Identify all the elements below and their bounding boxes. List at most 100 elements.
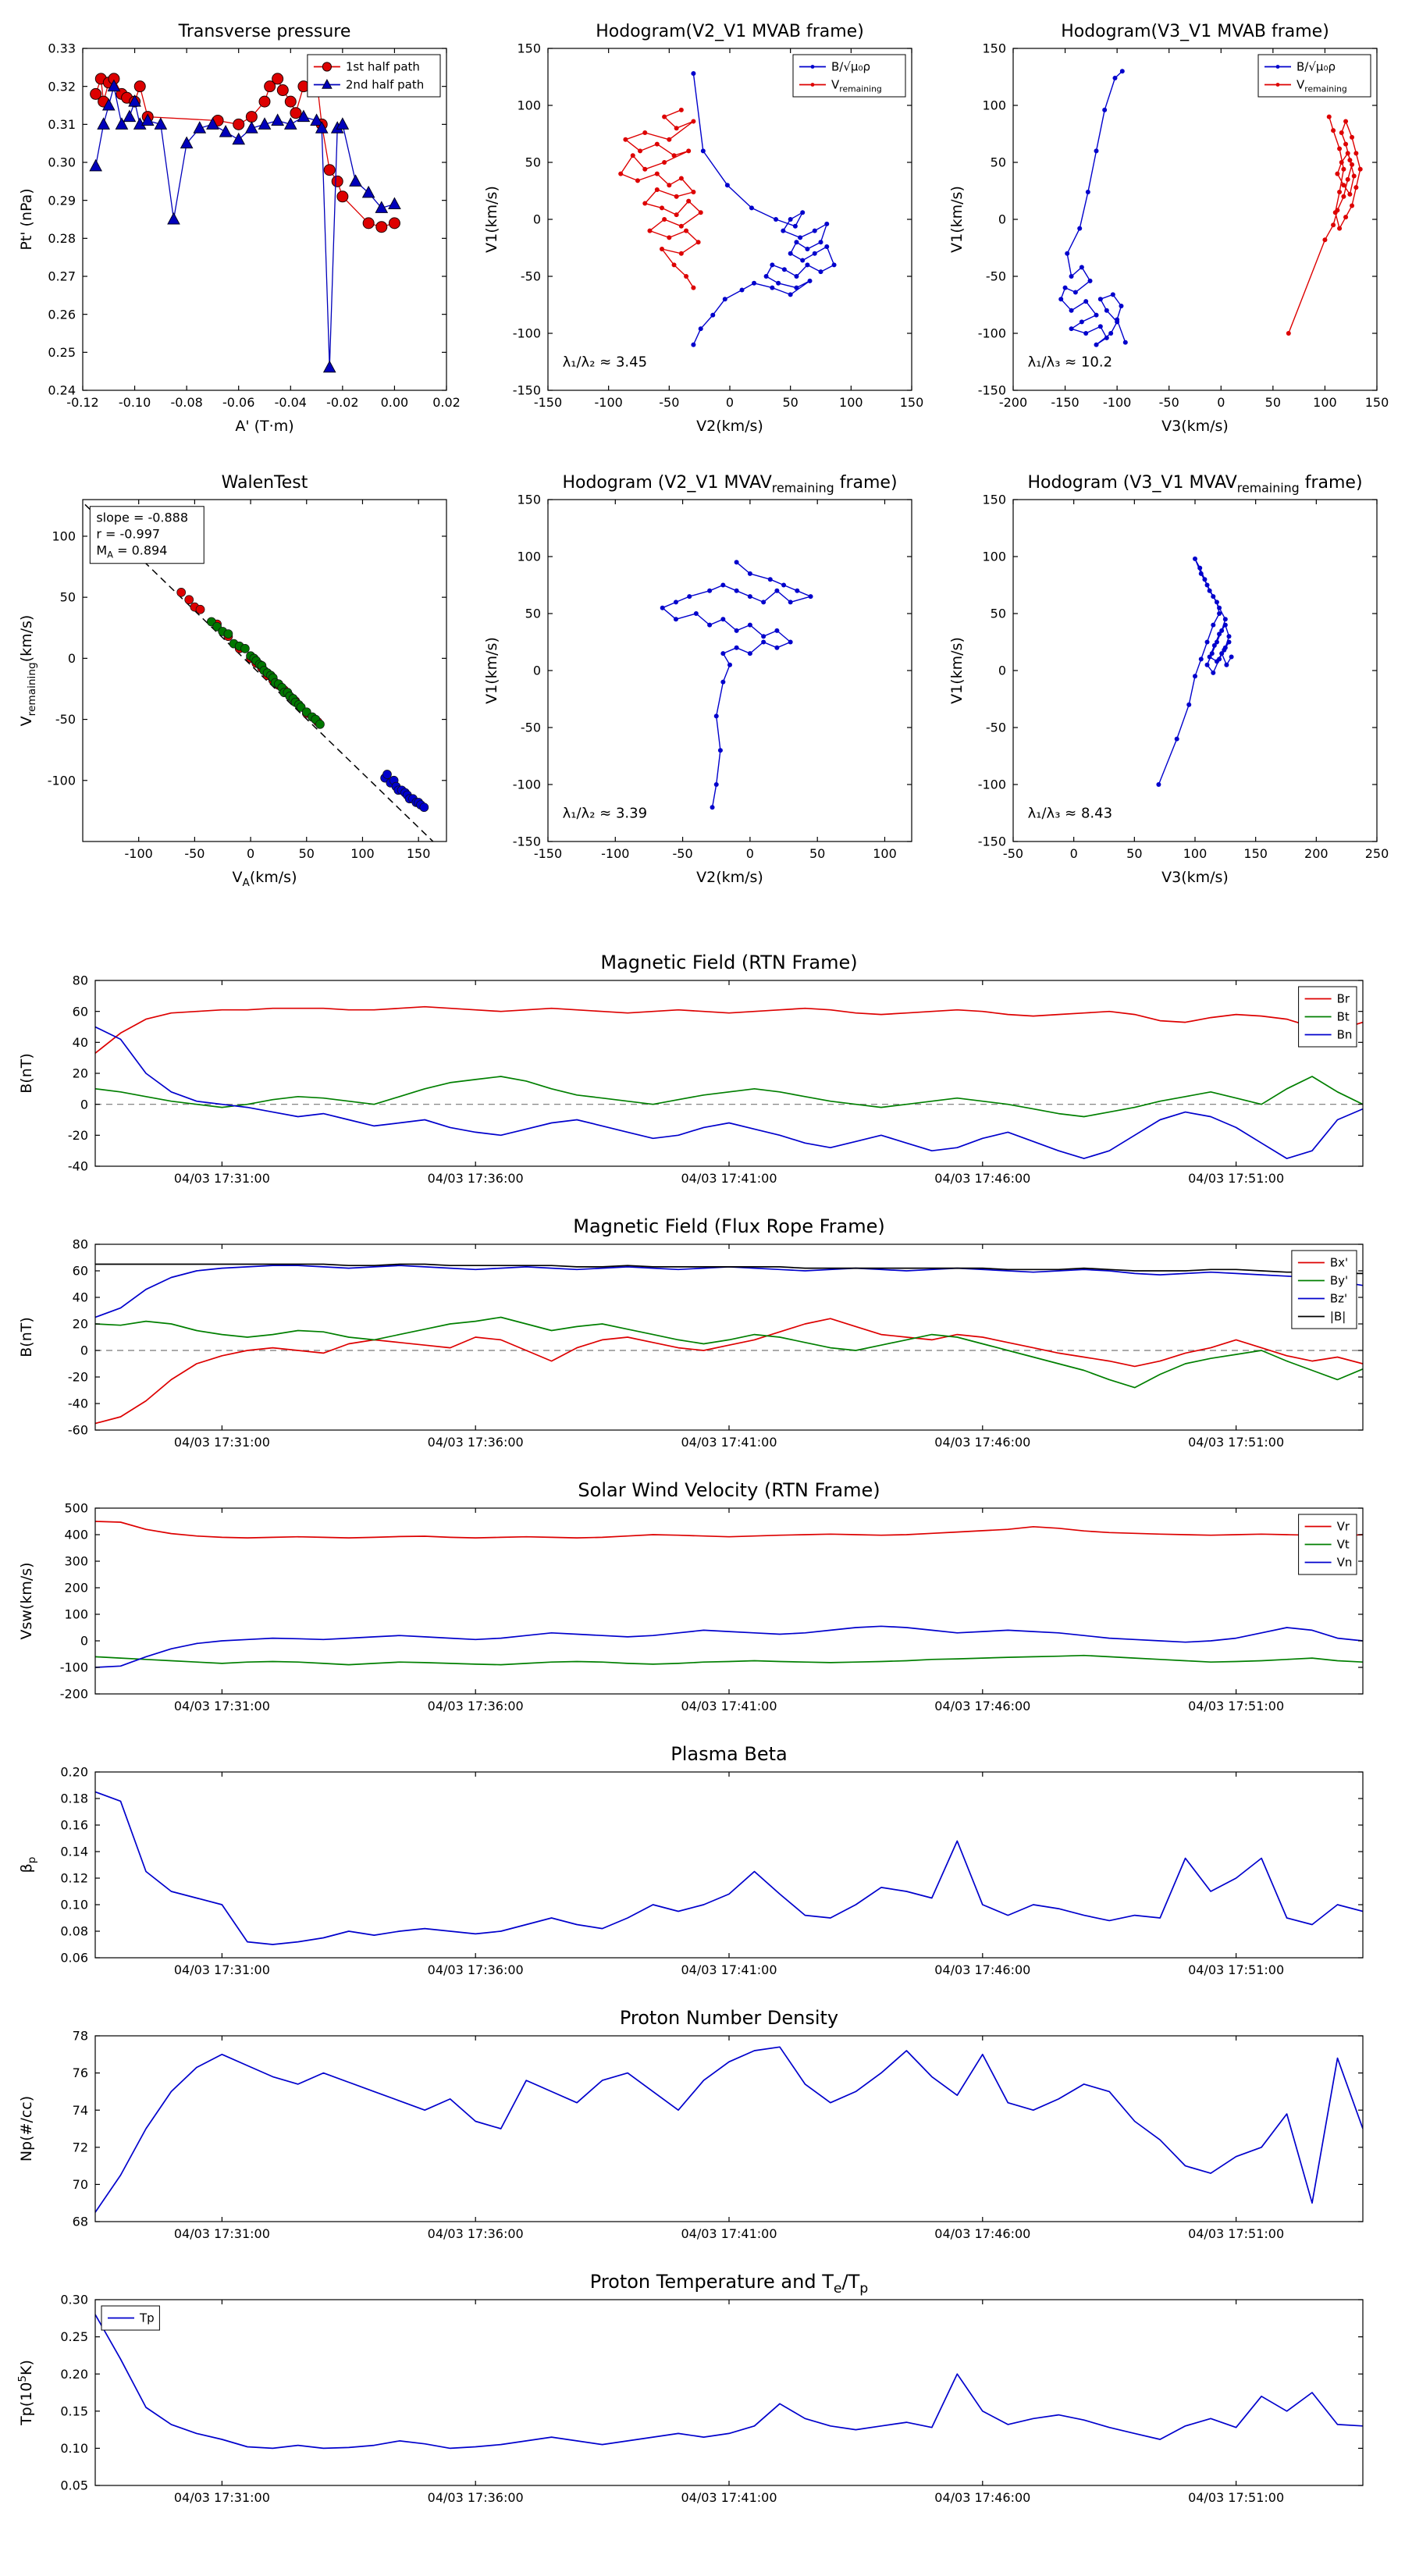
svg-text:-100: -100 [125,846,153,861]
svg-text:0.28: 0.28 [48,231,76,246]
chart-proton-number-density: 04/03 17:31:00 04/03 17:36:00 04/03 17:41:… [18,2007,1364,2241]
svg-text:04/03 17:51:00: 04/03 17:51:00 [1188,1699,1284,1713]
svg-text:0: 0 [1070,846,1078,861]
svg-text:100: 100 [517,550,541,564]
chart-hodogram-v3v1-mvab: -200 -150 -100 -50 0 50 100 150-150-100-5005010… [948,22,1389,435]
svg-text:150: 150 [407,846,431,861]
svg-text:50: 50 [525,155,541,170]
svg-text:150: 150 [982,41,1006,56]
svg-text:Pt' (nPa): Pt' (nPa) [18,188,35,250]
svg-text:40: 40 [73,1035,88,1050]
svg-text:λ₁/λ₂ ≈ 3.39: λ₁/λ₂ ≈ 3.39 [563,805,647,821]
svg-text:Tp(105K): Tp(105K) [16,2360,35,2426]
svg-text:-50: -50 [55,712,76,727]
svg-text:0.25: 0.25 [48,345,76,360]
svg-text:A' (T·m): A' (T·m) [235,418,293,435]
svg-text:-150: -150 [513,834,541,849]
svg-text:04/03 17:31:00: 04/03 17:31:00 [174,1699,270,1713]
svg-text:Np(#/cc): Np(#/cc) [18,2096,35,2161]
svg-text:λ₁/λ₂ ≈ 3.45: λ₁/λ₂ ≈ 3.45 [563,354,647,370]
svg-text:80: 80 [73,1237,88,1252]
svg-text:0.12: 0.12 [60,1871,88,1886]
svg-text:0.32: 0.32 [48,79,76,94]
svg-text:150: 150 [982,493,1006,507]
svg-text:Bn: Bn [1337,1028,1353,1042]
chart-proton-temperature: 04/03 17:31:00 04/03 17:36:00 04/03 17:41:… [16,2271,1364,2505]
svg-text:-150: -150 [978,834,1006,849]
svg-text:slope = -0.888: slope = -0.888 [96,510,188,525]
svg-text:B(nT): B(nT) [18,1317,35,1357]
svg-text:50: 50 [299,846,315,861]
svg-text:100: 100 [873,846,897,861]
time-series-stack: 04/03 17:31:00 04/03 17:36:00 04/03 17:41:… [0,948,1405,2524]
svg-text:72: 72 [73,2140,88,2154]
svg-text:-100: -100 [1103,395,1131,410]
svg-text:100: 100 [1313,395,1337,410]
svg-text:-0.10: -0.10 [119,395,151,410]
svg-text:20: 20 [73,1066,88,1081]
svg-text:Plasma Beta: Plasma Beta [670,1743,787,1765]
svg-text:150: 150 [517,41,541,56]
svg-text:B/√μ₀ρ: B/√μ₀ρ [1297,60,1336,74]
svg-text:0.20: 0.20 [60,2367,88,2382]
svg-text:Vremaining(km/s): Vremaining(km/s) [18,615,38,727]
chart-hodogram-v2v1-mvab: -150 -100 -50 0 50 100 150 -150 -100 -50 0 50 100 150… [483,22,924,435]
svg-text:100: 100 [517,98,541,113]
svg-text:0: 0 [80,1634,88,1649]
svg-text:Bz': Bz' [1330,1292,1347,1306]
svg-text:150: 150 [517,493,541,507]
svg-text:-100: -100 [601,846,629,861]
svg-text:100: 100 [982,550,1006,564]
top-panel-row-2: -100 -50 0 50 100 150 -100 -50 0 50 100 WalenTest VA… [0,462,1405,891]
svg-text:50: 50 [1126,846,1142,861]
svg-text:04/03 17:31:00: 04/03 17:31:00 [174,2490,270,2505]
svg-text:V1(km/s): V1(km/s) [948,637,966,704]
svg-text:0.20: 0.20 [60,1765,88,1780]
svg-text:100: 100 [52,529,76,544]
svg-text:40: 40 [73,1290,88,1305]
svg-text:04/03 17:36:00: 04/03 17:36:00 [428,1699,524,1713]
svg-text:0.16: 0.16 [60,1818,88,1833]
svg-text:150: 150 [900,395,924,410]
svg-text:-100: -100 [978,777,1006,792]
svg-text:0.27: 0.27 [48,269,76,284]
svg-text:04/03 17:46:00: 04/03 17:46:00 [934,2490,1030,2505]
svg-text:B(nT): B(nT) [18,1053,35,1094]
svg-text:78: 78 [73,2029,88,2044]
svg-text:1st half path: 1st half path [346,60,420,74]
svg-text:Vremaining: Vremaining [1297,78,1347,94]
svg-text:r = -0.997: r = -0.997 [96,526,160,541]
svg-text:04/03 17:36:00: 04/03 17:36:00 [428,2226,524,2241]
svg-text:Vsw(km/s): Vsw(km/s) [18,1562,35,1639]
svg-text:04/03 17:46:00: 04/03 17:46:00 [934,2226,1030,2241]
svg-text:500: 500 [64,1501,88,1516]
svg-text:-150: -150 [534,846,562,861]
svg-text:-100: -100 [513,326,541,341]
svg-text:68: 68 [73,2215,88,2229]
svg-text:Hodogram (V3_V1 MVAVremaining: Hodogram (V3_V1 MVAVremaining frame) [1027,473,1362,496]
svg-text:-50: -50 [659,395,679,410]
svg-text:V1(km/s): V1(km/s) [483,637,500,704]
svg-text:Vr: Vr [1337,1520,1350,1534]
svg-text:-100: -100 [978,326,1006,341]
svg-text:0: 0 [998,212,1006,227]
svg-text:Magnetic Field (Flux Rope Fram: Magnetic Field (Flux Rope Frame) [573,1215,884,1237]
svg-text:VA(km/s): VA(km/s) [233,869,297,889]
svg-text:B/√μ₀ρ: B/√μ₀ρ [831,60,870,74]
chart-walen-test: -100 -50 0 50 100 150 -100 -50 0 50 100 WalenTest VA… [18,473,447,889]
svg-text:Vremaining: Vremaining [831,78,882,94]
svg-text:100: 100 [1183,846,1208,861]
svg-text:60: 60 [73,1004,88,1019]
chart-plasma-beta: 04/03 17:31:00 04/03 17:36:00 04/03 17:41:… [18,1743,1364,1977]
svg-text:150: 150 [1243,846,1268,861]
svg-text:0.18: 0.18 [60,1791,88,1806]
svg-text:0.30: 0.30 [48,155,76,170]
svg-text:80: 80 [73,973,88,988]
svg-text:04/03 17:31:00: 04/03 17:31:00 [174,1171,270,1186]
chart-magnetic-field-rtn: 04/03 17:31:00 04/03 17:36:00 04/03 17:41:… [18,952,1364,1186]
svg-text:0: 0 [533,212,541,227]
svg-text:0: 0 [726,395,734,410]
svg-text:0.30: 0.30 [60,2293,88,2307]
svg-text:|B|: |B| [1330,1310,1346,1324]
svg-text:Vn: Vn [1337,1556,1353,1570]
